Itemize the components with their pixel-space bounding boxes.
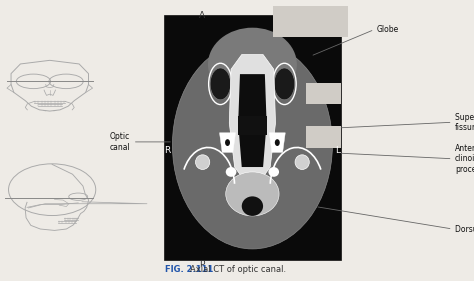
Text: Optic
canal: Optic canal — [109, 132, 130, 152]
Ellipse shape — [274, 68, 295, 100]
Bar — [306, 126, 341, 148]
Ellipse shape — [242, 196, 263, 216]
Polygon shape — [269, 133, 285, 152]
Polygon shape — [219, 133, 236, 152]
Ellipse shape — [210, 68, 231, 100]
Text: FIG. 2.111: FIG. 2.111 — [165, 265, 213, 274]
Ellipse shape — [195, 155, 210, 169]
Text: L: L — [335, 146, 340, 155]
Bar — [238, 116, 266, 135]
Text: Superior orbital
fissure: Superior orbital fissure — [455, 112, 474, 132]
Polygon shape — [238, 74, 266, 167]
Ellipse shape — [226, 167, 237, 177]
Text: Anterior
clinoid
process: Anterior clinoid process — [455, 144, 474, 174]
Text: R: R — [164, 146, 170, 155]
Text: Dorsum sella: Dorsum sella — [455, 225, 474, 234]
Text: Axial CT of optic canal.: Axial CT of optic canal. — [190, 265, 286, 274]
Polygon shape — [229, 55, 275, 177]
Bar — [164, 15, 341, 260]
Bar — [306, 83, 341, 104]
Text: A: A — [199, 11, 205, 20]
Ellipse shape — [275, 139, 280, 146]
Text: Globe: Globe — [377, 25, 399, 34]
Ellipse shape — [208, 28, 297, 101]
Ellipse shape — [295, 155, 309, 169]
Ellipse shape — [268, 167, 279, 177]
Text: P: P — [199, 260, 205, 269]
Ellipse shape — [226, 172, 279, 216]
Ellipse shape — [225, 139, 230, 146]
Bar — [273, 6, 348, 37]
Ellipse shape — [173, 41, 332, 249]
